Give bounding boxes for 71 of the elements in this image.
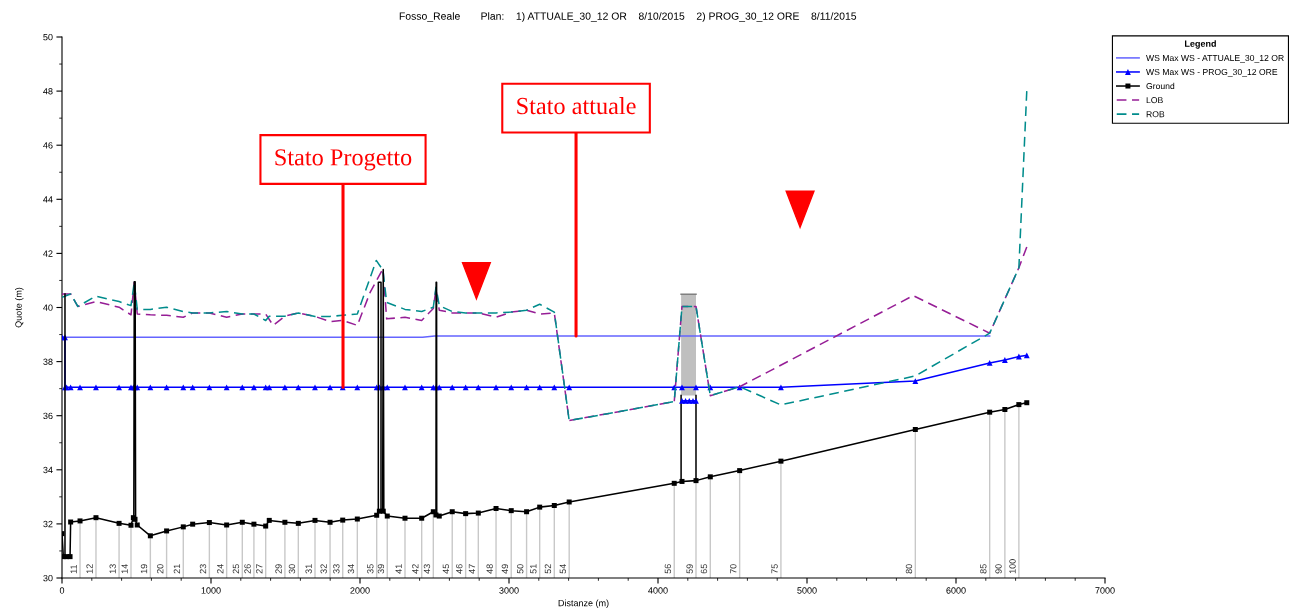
annotation: 34 bbox=[347, 564, 355, 574]
annotation: 43 bbox=[423, 564, 431, 574]
annotation: 52 bbox=[544, 564, 552, 574]
y-tick-label: 40 bbox=[43, 304, 53, 311]
annotation: 54 bbox=[559, 564, 567, 574]
y-tick-label: 38 bbox=[43, 358, 53, 365]
annotation: 70 bbox=[730, 564, 737, 574]
y-tick-label: 44 bbox=[43, 196, 53, 203]
annotation: 65 bbox=[700, 564, 708, 574]
y-tick-label: 32 bbox=[43, 520, 53, 528]
annotation: 41 bbox=[395, 564, 402, 574]
annotation: 31 bbox=[305, 564, 312, 574]
legend-label: WS Max WS - PROG_30_12 ORE bbox=[1146, 68, 1278, 77]
annotation: 21 bbox=[173, 564, 181, 574]
annotation: 49 bbox=[501, 564, 509, 574]
annotation: 23 bbox=[199, 564, 207, 574]
annotation: 51 bbox=[530, 564, 537, 574]
annotation: 56 bbox=[664, 564, 672, 574]
annotation: 85 bbox=[980, 564, 987, 574]
y-tick-label: 34 bbox=[43, 466, 53, 474]
annotation: 75 bbox=[771, 564, 778, 574]
legend-label: LOB bbox=[1146, 97, 1163, 104]
x-tick-label: 2000 bbox=[350, 587, 370, 594]
annotation: 19 bbox=[140, 564, 148, 574]
annotation: 12 bbox=[86, 564, 93, 574]
annotation: 35 bbox=[367, 564, 374, 574]
annotation: 11 bbox=[70, 564, 77, 574]
annotation: 24 bbox=[217, 564, 224, 574]
annotation: 13 bbox=[109, 564, 116, 574]
annotation: 30 bbox=[288, 564, 296, 574]
annotation: 45 bbox=[442, 564, 450, 574]
annotation: 20 bbox=[157, 564, 164, 574]
legend-label: Ground bbox=[1146, 82, 1175, 90]
annotation: 29 bbox=[275, 564, 282, 574]
y-tick-label: 36 bbox=[43, 412, 53, 420]
annotation: 48 bbox=[486, 564, 493, 574]
annotation: Stato Progetto bbox=[275, 149, 412, 171]
y-tick-label: 30 bbox=[43, 574, 53, 582]
x-tick-label: 1000 bbox=[201, 587, 221, 594]
annotation: 14 bbox=[121, 564, 128, 574]
annotation: 39 bbox=[377, 564, 385, 574]
annotation: 50 bbox=[517, 564, 524, 574]
y-tick-label: 50 bbox=[43, 33, 53, 41]
annotation: 90 bbox=[995, 564, 1002, 574]
x-tick-label: 7000 bbox=[1095, 587, 1115, 594]
chart-title: Fosso_Reale Plan: 1) ATTUALE_30_12 OR 8/10/2015 2) PROG_30_12 ORE 8/11/2015 bbox=[399, 12, 857, 22]
annotation: 25 bbox=[232, 564, 240, 574]
annotation: 80 bbox=[905, 564, 913, 574]
annotation: 46 bbox=[456, 564, 463, 574]
x-tick-label: 0 bbox=[59, 587, 65, 594]
legend-title: Legend bbox=[1185, 40, 1216, 49]
legend-label: WS Max WS - ATTUALE_30_12 OR bbox=[1146, 54, 1284, 63]
annotation: 47 bbox=[468, 564, 476, 574]
annotation: 33 bbox=[333, 564, 340, 574]
x-tick-label: 4000 bbox=[648, 587, 668, 594]
y-tick-label: 48 bbox=[43, 88, 53, 95]
x-tick-label: 5000 bbox=[797, 587, 817, 594]
annotation: 59 bbox=[686, 564, 693, 574]
x-tick-label: 6000 bbox=[946, 587, 966, 594]
y-tick-label: 42 bbox=[43, 250, 53, 257]
annotation: 32 bbox=[320, 564, 327, 574]
y-tick-label: 46 bbox=[43, 142, 53, 149]
y-axis-title: Quote (m) bbox=[15, 287, 24, 328]
x-tick-label: 3000 bbox=[499, 587, 519, 594]
annotation: 42 bbox=[412, 564, 419, 574]
legend-label: ROB bbox=[1146, 111, 1165, 118]
annotation: 100 bbox=[1009, 559, 1016, 574]
annotation: Stato attuale bbox=[517, 97, 636, 115]
x-axis-title: Distanze (m) bbox=[558, 599, 609, 609]
annotation: 26 bbox=[244, 564, 251, 574]
annotation: 27 bbox=[256, 564, 263, 574]
